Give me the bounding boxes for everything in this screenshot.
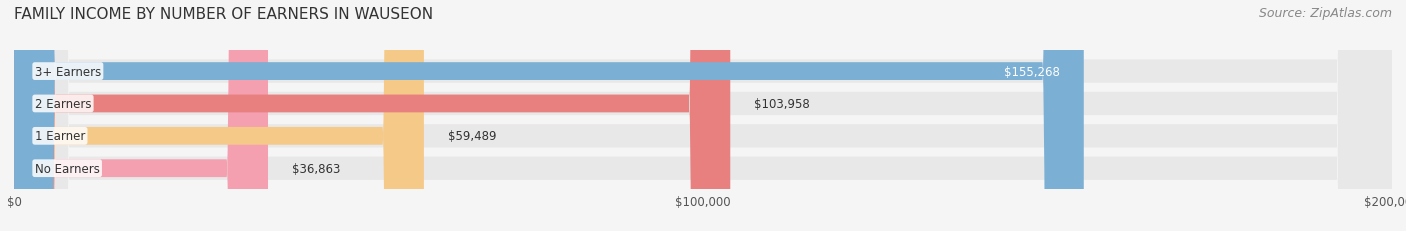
Text: 2 Earners: 2 Earners — [35, 97, 91, 110]
FancyBboxPatch shape — [14, 0, 1392, 231]
Text: No Earners: No Earners — [35, 162, 100, 175]
FancyBboxPatch shape — [14, 0, 1392, 231]
Text: 3+ Earners: 3+ Earners — [35, 65, 101, 78]
Text: $36,863: $36,863 — [292, 162, 340, 175]
FancyBboxPatch shape — [14, 0, 1084, 231]
Text: FAMILY INCOME BY NUMBER OF EARNERS IN WAUSEON: FAMILY INCOME BY NUMBER OF EARNERS IN WA… — [14, 7, 433, 22]
Text: $155,268: $155,268 — [1004, 65, 1060, 78]
FancyBboxPatch shape — [14, 0, 1392, 231]
Text: 1 Earner: 1 Earner — [35, 130, 86, 143]
Text: $103,958: $103,958 — [755, 97, 810, 110]
FancyBboxPatch shape — [14, 0, 1392, 231]
FancyBboxPatch shape — [14, 0, 269, 231]
FancyBboxPatch shape — [14, 0, 423, 231]
Text: $59,489: $59,489 — [449, 130, 496, 143]
Text: Source: ZipAtlas.com: Source: ZipAtlas.com — [1258, 7, 1392, 20]
FancyBboxPatch shape — [14, 0, 730, 231]
